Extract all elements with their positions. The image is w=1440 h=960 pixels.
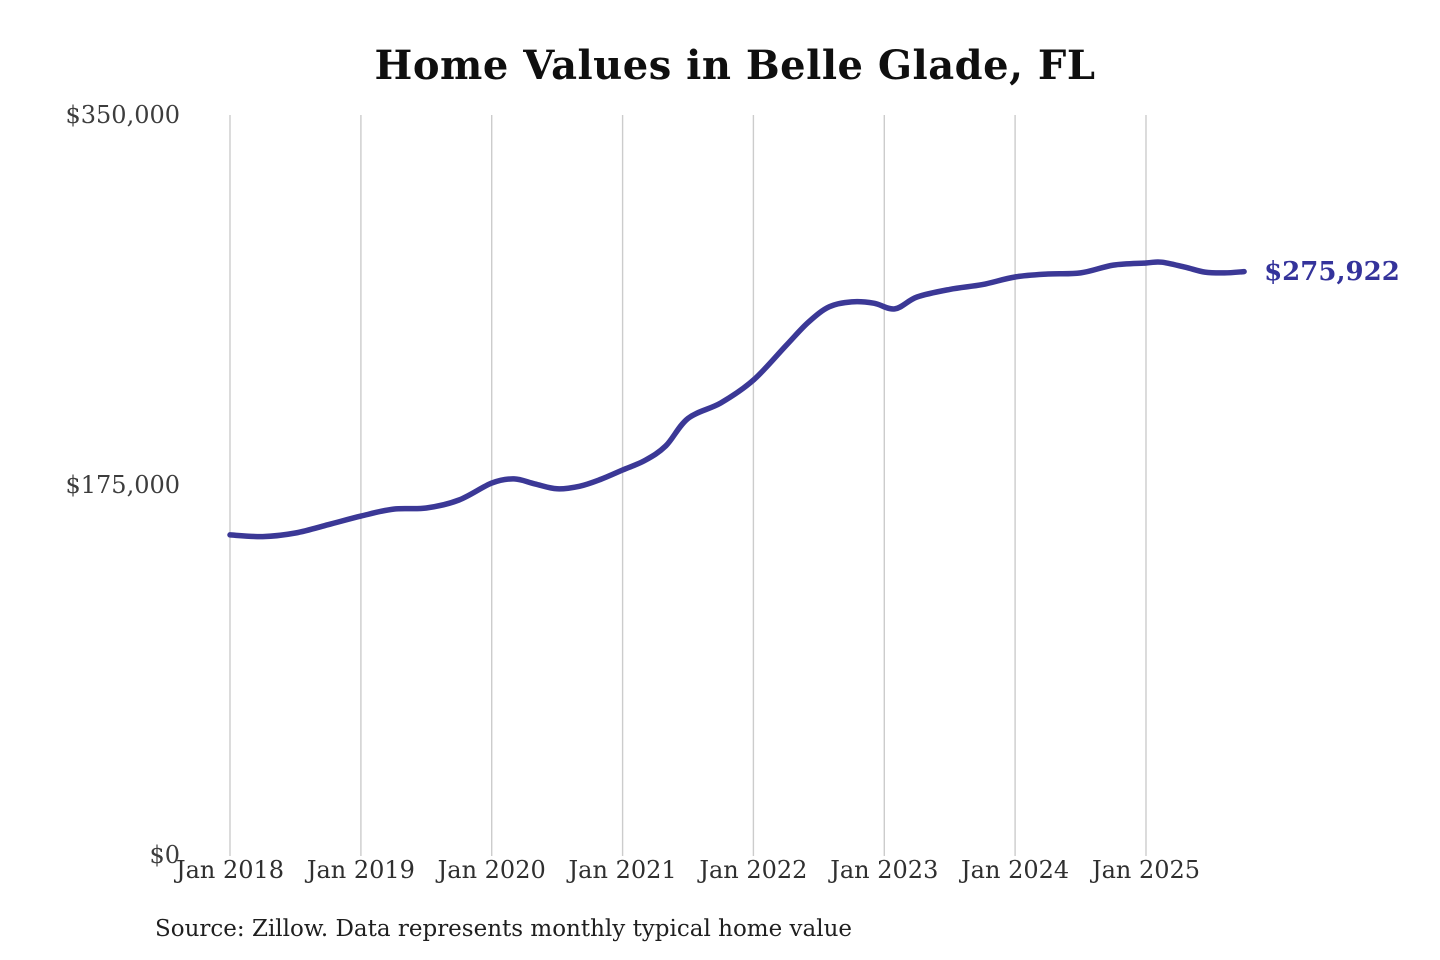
home-value-line <box>227 259 1247 540</box>
chart-title: Home Values in Belle Glade, FL <box>374 42 1096 89</box>
x-tick-label: Jan 2021 <box>568 856 677 884</box>
y-tick-label: $0 <box>149 841 180 869</box>
current-value-label: $275,922 <box>1264 256 1400 287</box>
y-tick-label: $175,000 <box>65 471 180 499</box>
x-tick-label: Jan 2023 <box>830 856 939 884</box>
x-tick-label: Jan 2018 <box>175 856 285 884</box>
source-note: Source: Zillow. Data represents monthly … <box>155 916 853 942</box>
y-tick-label: $350,000 <box>65 101 180 129</box>
x-tick-label: Jan 2024 <box>961 856 1070 884</box>
x-tick-label: Jan 2022 <box>699 856 808 884</box>
x-tick-label: Jan 2020 <box>437 856 546 884</box>
x-tick-label: Jan 2025 <box>1091 856 1201 884</box>
x-tick-label: Jan 2019 <box>306 856 415 884</box>
